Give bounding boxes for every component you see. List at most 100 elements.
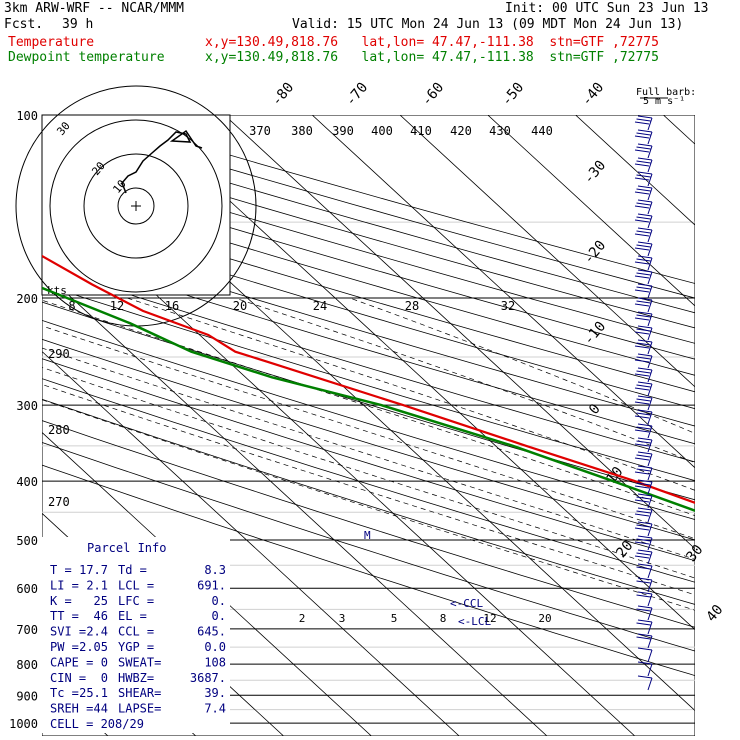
dry-adiabat [42, 398, 695, 605]
wind-barb-flag [636, 244, 651, 248]
wind-barb-flag [637, 451, 653, 455]
isotherm-label: -70 [343, 80, 372, 110]
wind-barb-flag [637, 199, 653, 203]
isotherm-line [663, 115, 695, 145]
isotherm-label: -60 [419, 80, 448, 110]
wind-barb-flag [634, 121, 650, 125]
wind-barb [647, 551, 653, 565]
wind-barb-flag [634, 163, 650, 167]
wind-barb-flag [636, 356, 651, 360]
pressure-label: 1000 [9, 717, 38, 731]
theta-label: 380 [291, 124, 313, 138]
wind-barb-flag [637, 241, 653, 245]
wind-barb-flag [636, 314, 651, 318]
wind-barb-flag [637, 423, 653, 427]
wind-barb-flag [636, 622, 651, 626]
wind-barb [647, 187, 653, 201]
wind-barb-flag [634, 331, 650, 335]
wind-barb [647, 243, 653, 257]
full-barb-legend: Full barb: [636, 87, 696, 98]
wind-barb-flag [636, 524, 651, 528]
wind-barb-flag [634, 373, 650, 377]
wind-barb-flag [634, 387, 650, 391]
wind-barb [647, 607, 653, 621]
wind-barb-flag [634, 555, 650, 559]
wind-barb-flag [637, 255, 653, 259]
isotherm-label: 40 [703, 602, 726, 625]
moist-adiabat [42, 325, 695, 540]
wind-barb-flag [634, 317, 650, 321]
model-title: 3km ARW-WRF -- NCAR/MMM [4, 1, 185, 16]
wind-barb-flag [637, 493, 653, 497]
wind-barb [647, 537, 653, 551]
wind-barb-flag [637, 143, 653, 147]
parcel-key: Td = [118, 563, 147, 577]
speed-axis-label: 12 [110, 299, 124, 313]
mixing-ratio-label: 5 [391, 612, 398, 625]
wind-barb-flag [637, 269, 653, 273]
wind-barb [647, 285, 653, 299]
wind-barb [647, 173, 653, 187]
dewpoint-profile [42, 286, 695, 512]
isotherm-line [311, 115, 695, 469]
isotherm-label: -20 [581, 238, 610, 268]
init-time: Init: 00 UTC Sun 23 Jun 13 [505, 1, 709, 16]
wind-barb [647, 509, 653, 523]
parcel-title: Parcel Info [87, 541, 166, 555]
forecast-label: Fcst. [4, 17, 44, 32]
parcel-info-panel: Parcel Info T = 17.7 Td = 8.3 LI = 2.1 LCL = 691… [42, 537, 230, 733]
wind-barb-flag [634, 429, 650, 433]
pressure-label: 300 [16, 399, 38, 413]
theta-label: 440 [531, 124, 553, 138]
wind-barb-flag [636, 370, 651, 374]
isotherm-line [42, 431, 372, 736]
wind-barb-flag [636, 286, 651, 290]
moist-adiabat [42, 399, 695, 611]
parcel-value: 17.7 [79, 563, 108, 577]
wind-barb-flag [637, 549, 653, 553]
parcel-value: 2.1 [86, 578, 108, 592]
wind-barb [647, 411, 653, 425]
dry-adiabat [42, 185, 695, 376]
wind-barb [647, 453, 653, 467]
mixing-ratio-label: 2 [299, 612, 306, 625]
wind-barb [647, 481, 653, 495]
wind-barb-flag [637, 619, 653, 623]
wind-barb-flag [637, 507, 653, 511]
parcel-key: CCL = [118, 625, 154, 639]
wind-barb [647, 201, 653, 215]
speed-axis-label: 28 [405, 299, 419, 313]
wind-barb [647, 355, 653, 369]
isotherm-label: -40 [579, 80, 608, 110]
dewpoint-coords: x,y=130.49,818.76 lat,lon= 47.47,-111.38… [205, 50, 659, 65]
wind-barb-flag [636, 216, 651, 220]
max-marker: M [364, 529, 371, 542]
wind-barb-flag [637, 409, 653, 413]
hodograph-outer-ring [49, 119, 223, 293]
wind-barb-flag [636, 160, 651, 164]
isotherm-label: -50 [499, 80, 528, 110]
wind-barb-flag [634, 541, 650, 545]
parcel-key: LI = [50, 578, 79, 592]
theta-label: 430 [489, 124, 511, 138]
wind-barb-flag [636, 202, 651, 206]
wind-barb-flag [636, 636, 651, 640]
speed-axis-label: 24 [313, 299, 327, 313]
wind-barb-flag [634, 191, 650, 195]
wind-barb-flag [637, 647, 653, 651]
wind-barb-flag [634, 289, 650, 293]
parcel-value: 46 [94, 609, 108, 623]
wind-barb-flag [634, 303, 650, 307]
pressure-label: 800 [16, 658, 38, 672]
theta-label: 280 [48, 423, 70, 437]
wind-barb-flag [637, 479, 653, 483]
parcel-value: 25.1 [79, 686, 108, 700]
dry-adiabat [42, 249, 695, 445]
speed-axis-label: 16 [165, 299, 179, 313]
wind-barb-flag [636, 482, 651, 486]
parcel-key: K = [50, 594, 72, 608]
parcel-key: T = [50, 563, 72, 577]
theta-label: 390 [332, 124, 354, 138]
